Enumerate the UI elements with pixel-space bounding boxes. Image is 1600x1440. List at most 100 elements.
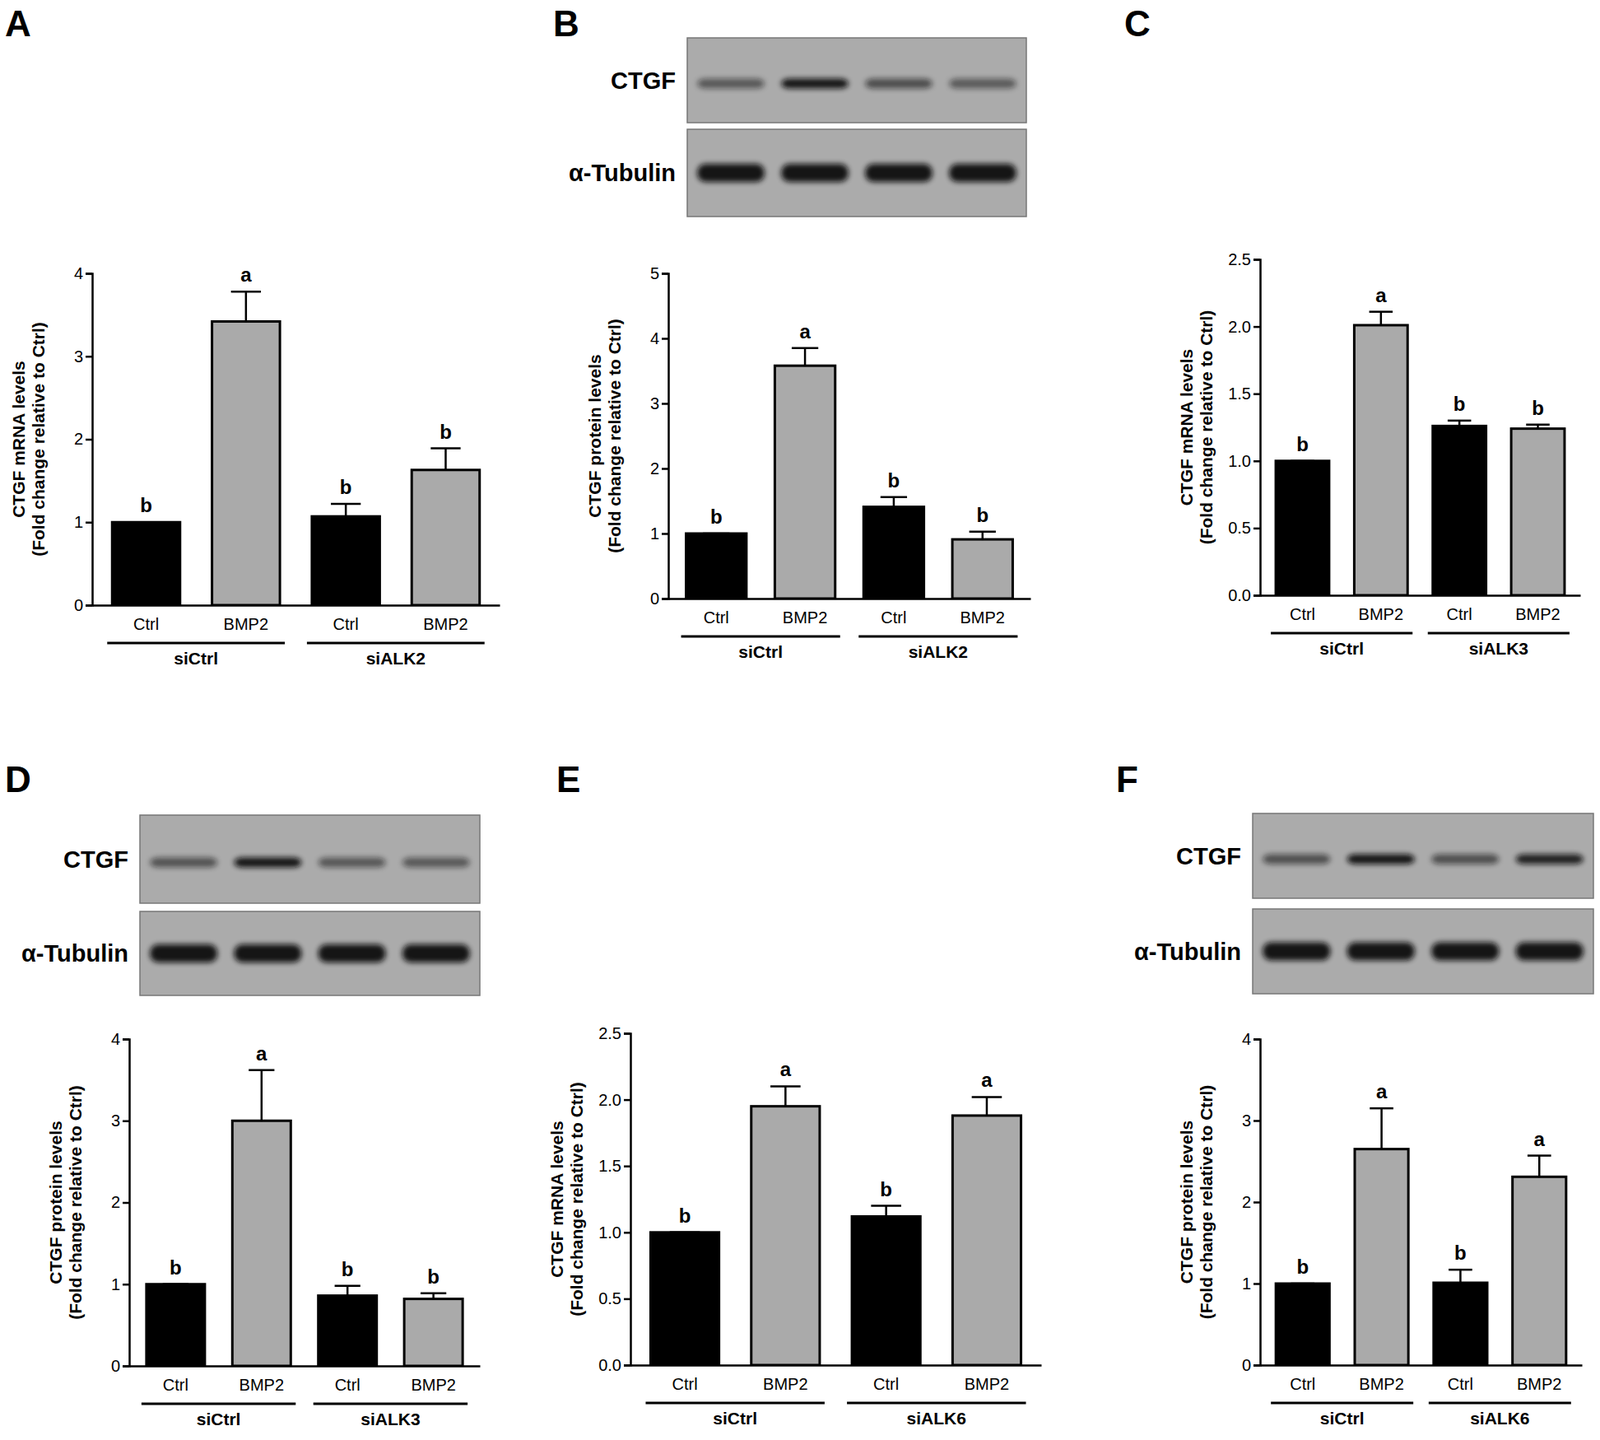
y-tick: 1.0 <box>1227 451 1261 470</box>
y-tick-mark <box>623 1363 631 1367</box>
y-tick: 2 <box>74 429 93 448</box>
error-bar-cap <box>330 502 361 506</box>
y-tick-mark <box>1253 325 1261 329</box>
x-axis: CtrlBMP2CtrlBMP2 <box>1260 1365 1583 1394</box>
x-tick: Ctrl <box>703 608 730 627</box>
y-tick: 2.5 <box>1227 250 1261 269</box>
x-tick-label: BMP2 <box>782 608 828 627</box>
x-tick: Ctrl <box>671 1374 698 1393</box>
x-axis: CtrlBMP2CtrlBMP2 <box>130 1366 481 1395</box>
error-bar <box>231 291 261 321</box>
y-tick-mark <box>1253 594 1261 597</box>
significance-letter: a <box>1534 1127 1546 1150</box>
y-tick-label: 2.5 <box>598 1023 622 1042</box>
y-axis-line <box>1253 1039 1261 1366</box>
blot-background <box>687 37 1027 123</box>
error-bar-stem <box>260 1069 264 1121</box>
y-tick-label: 1.0 <box>1227 451 1252 470</box>
y-tick-mark <box>1253 1200 1261 1204</box>
y-tick: 0 <box>650 589 669 608</box>
error-bar <box>1290 1283 1315 1284</box>
group-bracket <box>1270 1401 1414 1405</box>
x-tick: BMP2 <box>1515 604 1560 624</box>
significance-letter: b <box>888 469 901 492</box>
x-tick: Ctrl <box>880 608 907 627</box>
x-tick-label: Ctrl <box>880 608 907 627</box>
error-bar-stem <box>1380 1107 1383 1149</box>
y-tick-label: 0.0 <box>1227 586 1252 605</box>
y-axis: 01234 <box>1241 1029 1261 1374</box>
error-bar <box>1525 424 1550 429</box>
significance-letter: a <box>255 1041 268 1065</box>
y-tick-label: 2 <box>74 429 84 448</box>
x-tick: Ctrl <box>1447 1374 1474 1393</box>
y-tick-mark <box>1253 1363 1261 1367</box>
error-bar-cap <box>1369 1106 1394 1110</box>
loading-band <box>1431 942 1499 961</box>
loading-band <box>149 944 218 963</box>
y-tick-label: 2 <box>650 459 660 478</box>
error-bar <box>1369 311 1394 326</box>
y-tick-mark <box>1253 460 1261 463</box>
y-tick-mark <box>661 402 669 405</box>
x-tick-label: BMP2 <box>410 1375 456 1394</box>
error-bar-cap <box>430 446 461 450</box>
error-bar <box>1447 420 1472 427</box>
error-bar-stem <box>981 531 985 540</box>
blot-band <box>1347 854 1415 865</box>
panel: C0.00.51.01.52.02.5CTGF mRNA levels(Fold… <box>1124 3 1582 658</box>
error-bar-cap <box>1527 1153 1552 1157</box>
y-tick: 1.0 <box>598 1223 631 1242</box>
error-bar <box>330 503 361 517</box>
error-bar-cap <box>702 532 730 535</box>
group-label: siCtrl <box>173 648 219 668</box>
panel-label: F <box>1116 758 1139 800</box>
bar <box>212 320 281 605</box>
y-tick-mark <box>623 1032 631 1035</box>
blot-label: CTGF <box>63 846 129 873</box>
x-tick: Ctrl <box>334 1375 361 1394</box>
y-tick: 3 <box>650 394 669 413</box>
loading-band <box>402 944 470 963</box>
x-tick: BMP2 <box>1516 1374 1562 1393</box>
x-axis-line <box>669 597 1032 600</box>
significance-letter: b <box>427 1265 440 1288</box>
x-tick-label: Ctrl <box>133 614 159 633</box>
error-bar-cap <box>1525 423 1550 426</box>
y-tick-label: 0 <box>74 595 84 614</box>
error-bar <box>669 1231 701 1233</box>
x-tick-label: Ctrl <box>873 1374 899 1393</box>
x-tick-label: Ctrl <box>333 614 359 633</box>
y-tick-mark <box>1253 258 1261 261</box>
panel-label: E <box>556 758 581 800</box>
plot-area <box>1275 1107 1567 1365</box>
y-tick: 0.0 <box>598 1355 631 1374</box>
group-label: siALK2 <box>908 641 968 661</box>
y-tick-mark <box>661 467 669 470</box>
error-bar <box>791 348 819 366</box>
group-label: siALK3 <box>1469 638 1529 658</box>
x-tick-label: Ctrl <box>1289 604 1316 624</box>
x-axis: CtrlBMP2CtrlBMP2 <box>93 605 501 634</box>
bar <box>751 1106 820 1365</box>
x-tick-label: Ctrl <box>703 608 730 627</box>
x-tick-label: BMP2 <box>964 1374 1010 1393</box>
error-bar <box>430 448 461 470</box>
error-bar-stem <box>346 1285 349 1296</box>
x-tick-label: BMP2 <box>762 1374 808 1393</box>
y-tick-mark <box>623 1098 631 1102</box>
error-bar-stem <box>344 503 348 517</box>
y-tick-label: 4 <box>1241 1029 1252 1048</box>
panel-label: C <box>1124 3 1151 44</box>
y-tick: 3 <box>1241 1111 1261 1130</box>
x-axis-line <box>631 1363 1042 1367</box>
blot-band <box>402 857 470 868</box>
y-tick-label: 3 <box>1241 1111 1252 1130</box>
y-tick: 4 <box>650 329 669 348</box>
error-bar-cap <box>969 530 996 533</box>
x-tick: Ctrl <box>133 614 159 633</box>
y-tick-label: 0.5 <box>598 1288 622 1307</box>
x-tick-label: Ctrl <box>671 1374 698 1393</box>
bar <box>111 521 181 605</box>
plot-area <box>111 291 480 605</box>
